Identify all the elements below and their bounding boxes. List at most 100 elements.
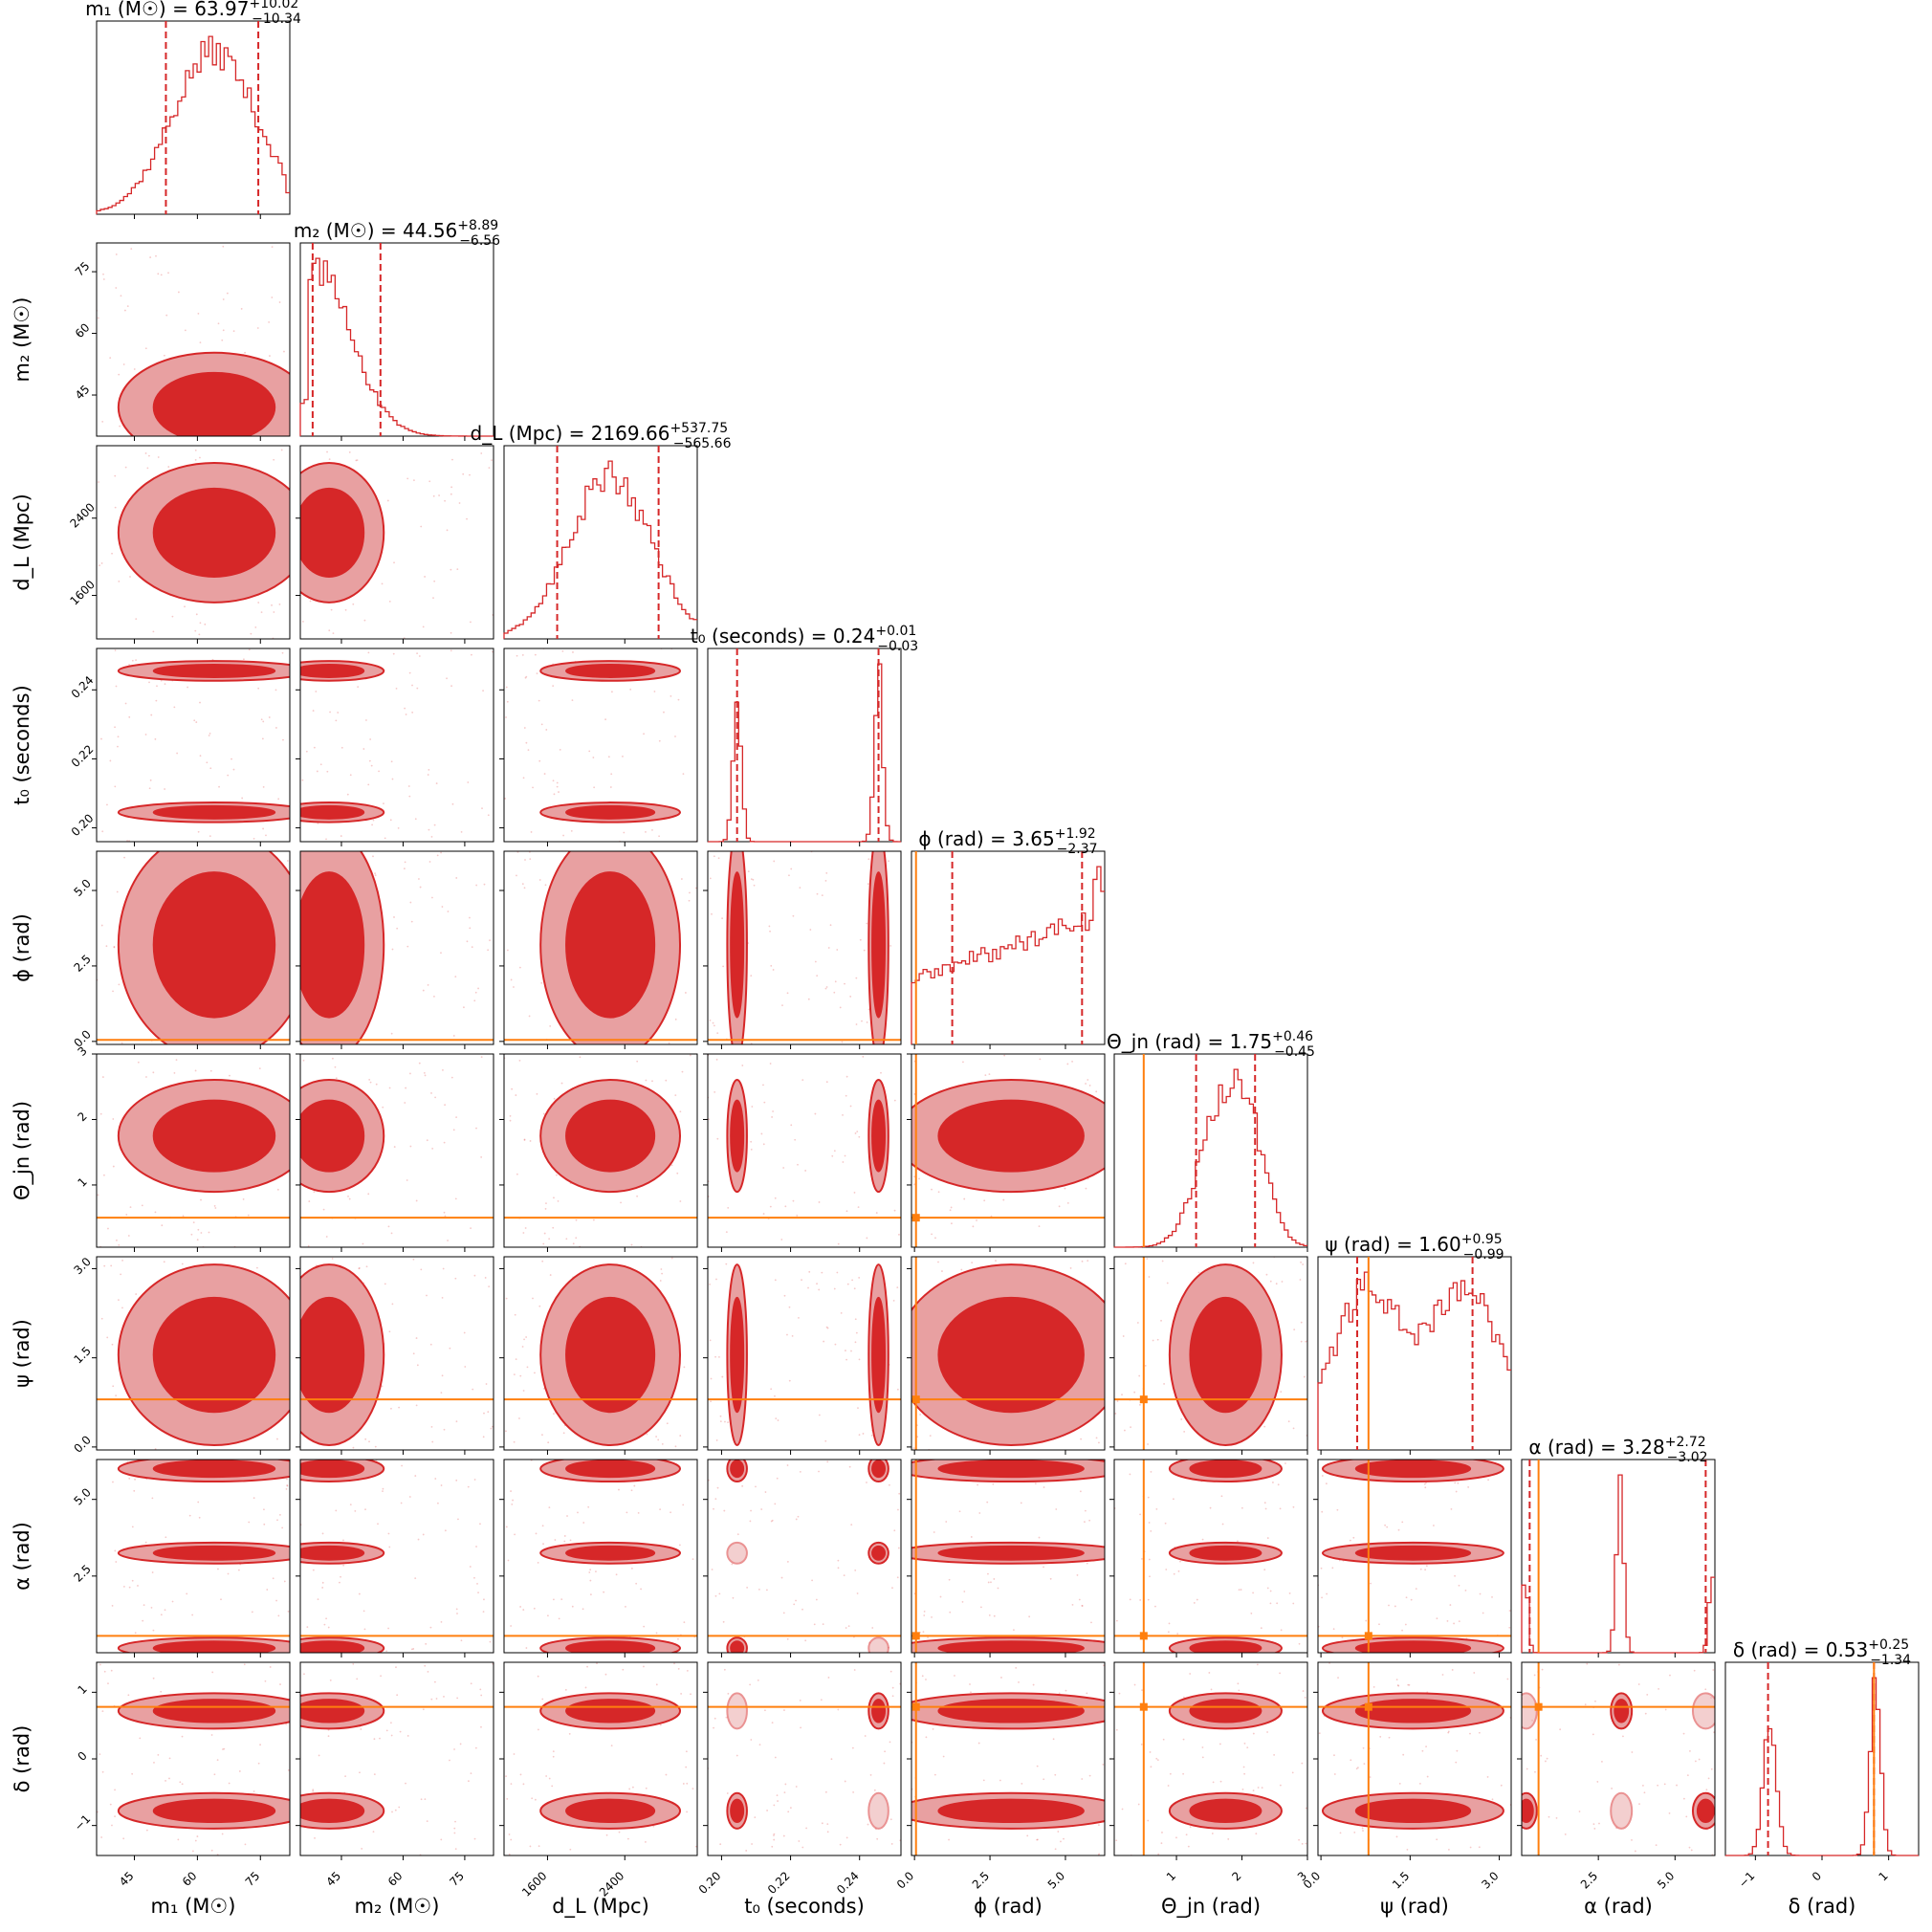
sample-point [771, 1116, 774, 1118]
sample-point [786, 1333, 788, 1336]
x-tick-label-psi: 1.5 [1390, 1869, 1412, 1891]
histogram-t0 [708, 663, 901, 843]
sample-point [986, 1501, 989, 1504]
sample-point [176, 752, 179, 755]
sample-point [867, 883, 869, 886]
sample-point [686, 1811, 688, 1813]
sample-point [436, 854, 439, 857]
sample-point [557, 1199, 560, 1202]
sample-point [610, 1745, 613, 1747]
sample-point [1095, 1090, 1098, 1093]
sample-point [558, 1617, 560, 1620]
sample-point [443, 1141, 446, 1144]
sample-point [1121, 1394, 1123, 1396]
sample-point [404, 707, 406, 710]
contour-outer [726, 1541, 748, 1565]
sample-point [266, 1589, 269, 1591]
sample-point [1088, 1519, 1091, 1522]
sample-point [769, 930, 771, 933]
sample-point [891, 1587, 893, 1590]
sample-point [1264, 1507, 1267, 1510]
sample-point [1271, 1482, 1274, 1483]
panel-density [911, 1054, 1105, 1247]
sample-point [962, 1061, 964, 1064]
sample-point [564, 1688, 567, 1691]
contour-inner [300, 1699, 365, 1723]
sample-point [856, 1592, 859, 1594]
sample-point [406, 1735, 409, 1737]
sample-point [473, 1837, 476, 1840]
sample-point [786, 1464, 789, 1466]
sample-point [1201, 1756, 1204, 1759]
sample-point [798, 1840, 801, 1842]
contour-inner [1522, 1798, 1534, 1824]
contour-outer [1691, 1692, 1715, 1730]
sample-point [565, 1238, 568, 1240]
sample-point [415, 1404, 418, 1407]
sample-point [406, 945, 409, 948]
sample-point [427, 1670, 429, 1673]
sample-point [154, 1448, 157, 1450]
sample-point [1026, 1834, 1029, 1837]
sample-point [845, 1350, 846, 1351]
sample-point [196, 1835, 199, 1837]
sample-point [867, 1823, 869, 1826]
sample-point [719, 1420, 722, 1423]
sample-point [367, 783, 370, 786]
sample-point [665, 1079, 668, 1082]
sample-point [160, 679, 163, 682]
sample-point [816, 1283, 818, 1285]
sample-point [971, 1262, 974, 1264]
sample-point [801, 1279, 802, 1282]
sample-point [513, 986, 515, 988]
sample-point [560, 1082, 563, 1085]
sample-point [396, 1694, 399, 1697]
sample-point [401, 1464, 403, 1467]
sample-point [1169, 1772, 1172, 1775]
sample-point [659, 1508, 662, 1511]
sample-point [152, 1071, 155, 1074]
sample-point [587, 1505, 590, 1508]
sample-point [164, 683, 166, 686]
title-minus-phi: −2.37 [1057, 842, 1098, 857]
sample-point [506, 949, 509, 952]
sample-point [163, 1261, 165, 1263]
sample-point [1410, 1598, 1413, 1601]
sample-point [661, 1442, 664, 1445]
sample-point [429, 1343, 432, 1346]
sample-point [993, 1578, 996, 1580]
sample-point [208, 735, 210, 736]
sample-point [510, 978, 513, 981]
sample-point [217, 322, 220, 325]
sample-point [316, 770, 318, 773]
sample-point [1081, 1605, 1084, 1607]
sample-point [257, 1762, 260, 1765]
sample-point [281, 651, 284, 654]
sample-point [807, 998, 810, 1000]
sample-point [805, 1827, 808, 1830]
sample-point [1021, 1782, 1023, 1785]
sample-point [480, 1056, 483, 1059]
sample-point [857, 1206, 860, 1208]
sample-point [1087, 1079, 1089, 1081]
sample-point [112, 1385, 115, 1388]
sample-point [1129, 1598, 1131, 1601]
sample-point [470, 1682, 472, 1685]
sample-point [1693, 1669, 1696, 1672]
sample-point [321, 1587, 324, 1589]
sample-point [1320, 1567, 1323, 1570]
sample-point [645, 1787, 648, 1789]
sample-point [450, 568, 452, 571]
sample-point [818, 1201, 821, 1203]
sample-point [222, 329, 225, 332]
sample-point [1043, 1566, 1044, 1569]
sample-point [444, 1104, 446, 1107]
sample-point [630, 1489, 633, 1492]
sample-point [659, 1280, 662, 1282]
sample-point [364, 1438, 367, 1440]
sample-point [1058, 1692, 1061, 1695]
contour-outer [1522, 1692, 1538, 1730]
sample-point [552, 685, 555, 688]
sample-point [891, 1695, 894, 1698]
